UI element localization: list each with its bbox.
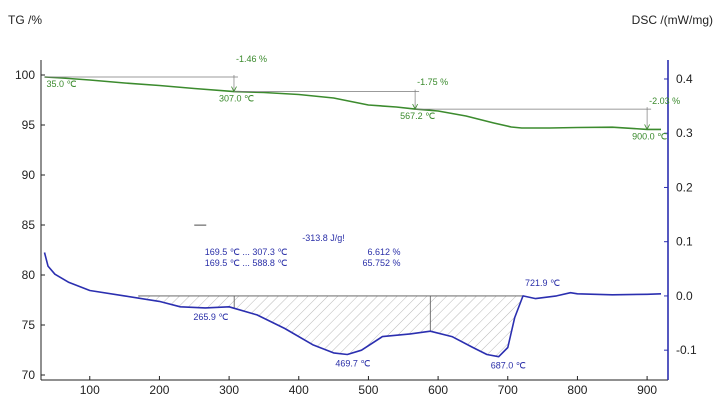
dsc-range-1: 169.5 ℃ ... 307.3 ℃ [205,247,288,257]
right-tick-label: 0.4 [676,72,693,86]
dsc-peak-label: 687.0 ℃ [491,361,526,371]
tg-mass-change-label: -1.46 % [236,54,267,64]
x-tick-label: 700 [498,383,518,396]
right-axis-title: DSC /(mW/mg) [632,13,713,27]
dsc-range-2-value: 65.752 % [362,258,400,268]
x-tick-label: 400 [289,383,309,396]
right-tick-label: -0.1 [676,343,697,357]
stray-marker: — [194,217,206,231]
integration-hatch [138,295,524,357]
right-tick-label: 0.2 [676,180,693,194]
tg-mass-change-label: -2.03 % [649,96,680,106]
dsc-integration-area [138,295,524,357]
dsc-peak-label: 469.7 ℃ [335,359,370,369]
tg-curve [44,76,661,131]
left-tick-label: 85 [22,218,36,232]
dsc-area-label: -313.8 J/g! [302,233,345,243]
x-tick-label: 800 [567,383,587,396]
x-tick-label: 100 [80,383,100,396]
dsc-peak-label: 265.9 ℃ [193,312,228,322]
left-tick-label: 95 [22,118,36,132]
left-axis-title: TG /% [8,13,42,27]
x-tick-label: 300 [219,383,239,396]
left-tick-label: 90 [22,168,36,182]
series-group [43,76,662,358]
dsc-curve [43,252,662,358]
x-tick-label: 900 [637,383,657,396]
plot-frame [40,60,669,381]
right-tick-label: 0.0 [676,289,693,303]
x-tick-label: 500 [358,383,378,396]
right-tick-label: 0.1 [676,235,693,249]
left-tick-label: 80 [22,268,36,282]
tg-temperature-label: 307.0 ℃ [219,94,254,104]
left-tick-label: 70 [22,368,36,382]
annotations-group: -1.46 % -1.75 % -2.03 % 35.0 ℃ 307.0 ℃ 567.2 … [44,54,680,371]
tg-step-arrow [644,124,650,131]
x-tick-label: 200 [149,383,169,396]
right-tick-label: 0.3 [676,126,693,140]
x-tick-label: 600 [428,383,448,396]
tg-temperature-label: 35.0 ℃ [46,79,76,89]
dsc-peak-label: 721.9 ℃ [525,278,560,288]
tg-temperature-label: 900.0 ℃ [632,131,667,141]
left-tick-label: 100 [15,68,35,82]
tg-temperature-label: 567.2 ℃ [400,111,435,121]
left-tick-label: 75 [22,318,36,332]
tg-mass-change-label: -1.75 % [417,77,448,87]
dsc-range-1-value: 6.612 % [367,247,400,257]
axis-ticks: 100 200 300 400 500 600 700 800 900 70 75 80 85 90 95 1… [15,68,697,396]
dsc-range-2: 169.5 ℃ ... 588.8 ℃ [205,258,288,268]
